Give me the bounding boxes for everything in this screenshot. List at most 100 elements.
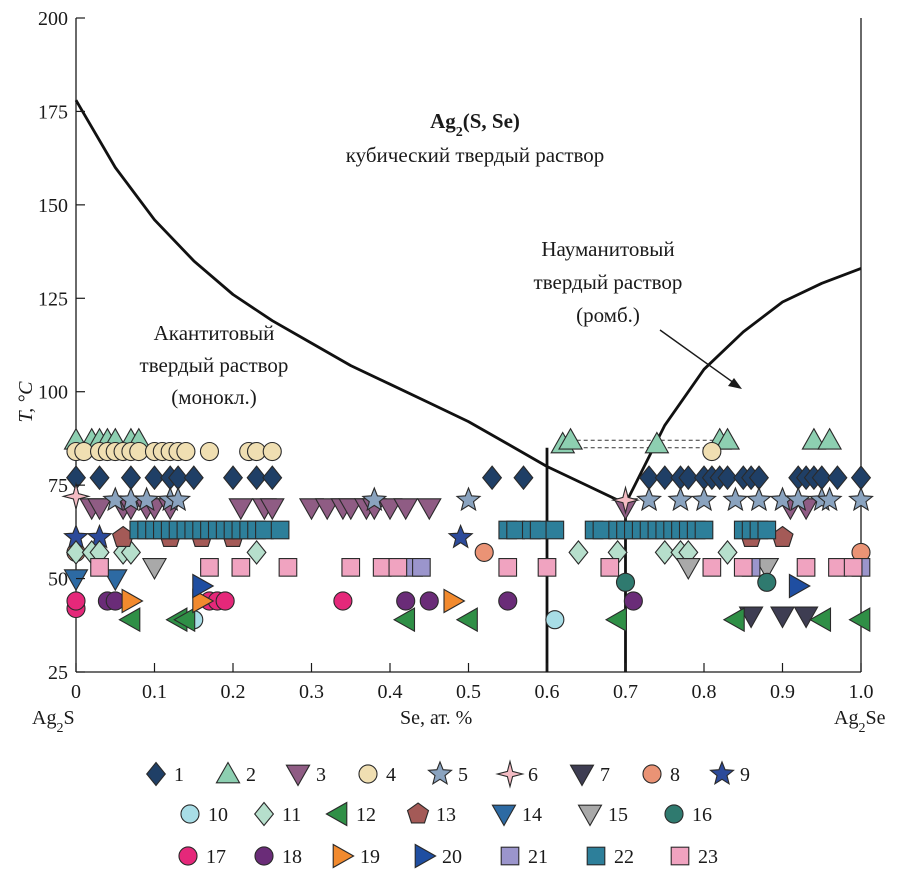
data-point-series-23: [600, 558, 620, 577]
data-point-series-23: [231, 558, 251, 577]
data-point-series-5: [691, 486, 717, 512]
data-point-series-23: [90, 558, 109, 577]
legend-item-22: 22: [586, 846, 634, 868]
data-point-series-5: [722, 486, 749, 512]
x-tick-label: 0.5: [456, 681, 481, 703]
x-tick-label: 0.1: [142, 681, 167, 703]
data-point-series-23: [341, 558, 361, 577]
x-end-label-right: Ag2Se: [834, 707, 886, 736]
legend-item-5: 5: [427, 760, 468, 786]
legend-item-18: 18: [254, 846, 302, 868]
data-point-series-18: [419, 591, 439, 611]
data-point-series-20: [788, 573, 811, 599]
legend-marker-11: [253, 801, 275, 827]
legend-item-23: 23: [670, 846, 718, 868]
x-tick-label: 0.2: [221, 681, 246, 703]
data-point-series-6: [61, 481, 91, 512]
legend-label-7: 7: [600, 764, 610, 786]
data-point-series-22: [270, 520, 290, 540]
legend-label-9: 9: [740, 764, 750, 786]
data-point-series-22: [545, 520, 565, 540]
data-point-series-11: [246, 540, 267, 565]
data-point-series-3: [314, 498, 340, 521]
acanthite-line-3: (монокл.): [171, 385, 256, 409]
data-point-series-6: [610, 485, 641, 515]
x-end-label-left: Ag2S: [32, 707, 75, 736]
data-point-series-2: [715, 427, 741, 450]
data-point-series-21: [412, 558, 431, 577]
data-point-series-4: [702, 441, 722, 462]
data-point-series-1: [850, 465, 872, 491]
legend-marker-8: [642, 764, 662, 784]
y-tick-label: 100: [38, 382, 68, 404]
legend-label-3: 3: [316, 764, 326, 786]
data-point-series-18: [498, 591, 518, 611]
legend-item-2: 2: [215, 761, 256, 786]
data-point-series-23: [278, 558, 298, 577]
data-point-series-7: [770, 606, 795, 629]
data-point-series-12: [848, 607, 871, 633]
legend-label-4: 4: [386, 764, 396, 786]
y-tick-label: 125: [38, 288, 68, 310]
data-point-series-11: [717, 540, 738, 565]
data-point-series-9: [447, 523, 474, 549]
data-point-series-11: [654, 540, 675, 565]
legend-item-11: 11: [253, 801, 301, 827]
data-point-series-22: [255, 520, 274, 540]
data-point-series-12: [392, 607, 416, 633]
data-point-series-5: [785, 486, 812, 512]
data-point-series-3: [416, 498, 442, 521]
legend-label-2: 2: [246, 764, 256, 786]
data-point-series-16: [615, 572, 636, 592]
naumannite-arrowhead: [728, 378, 742, 389]
legend-marker-22: [586, 846, 606, 866]
axis-ticks: 25 50 75 100 125 150 175 200 0 0.1 0.2 0.3 0.4 0.5 0.6…: [38, 8, 874, 703]
legend-item-8: 8: [642, 764, 680, 786]
data-point-series-5: [361, 486, 388, 512]
legend-label-13: 13: [436, 804, 456, 826]
data-point-series-3: [393, 498, 419, 521]
x-axis-label: Se, ат. %: [400, 707, 472, 729]
legend-marker-23: [670, 846, 690, 866]
x-tick-label: 0.4: [378, 681, 403, 703]
data-point-series-7: [793, 606, 819, 629]
data-point-series-22: [506, 520, 525, 540]
legend-item-3: 3: [285, 764, 326, 787]
phase-boundary-line: [624, 267, 862, 505]
data-point-series-23: [498, 558, 518, 577]
legend-label-17: 17: [206, 846, 226, 868]
cubic-subtitle: кубический твердый раствор: [346, 143, 605, 167]
legend-marker-7: [569, 764, 595, 787]
data-points: [61, 427, 874, 633]
data-point-series-5: [848, 486, 874, 512]
legend-marker-18: [254, 846, 274, 866]
data-point-series-18: [623, 591, 643, 611]
data-point-series-3: [338, 498, 364, 521]
data-point-series-22: [694, 520, 714, 540]
data-point-series-23: [702, 558, 722, 577]
data-point-series-5: [165, 486, 192, 512]
legend-label-21: 21: [528, 846, 548, 868]
data-point-series-23: [796, 558, 816, 577]
legend-item-4: 4: [358, 764, 396, 786]
legend-item-1: 1: [145, 761, 184, 787]
data-point-series-1: [144, 465, 165, 491]
data-point-series-3: [228, 498, 254, 521]
legend-item-20: 20: [414, 843, 462, 869]
data-point-series-12: [455, 607, 478, 633]
legend-item-17: 17: [178, 846, 226, 868]
data-point-series-1: [262, 465, 283, 491]
data-point-series-17: [333, 591, 353, 611]
data-point-series-2: [801, 427, 827, 450]
data-point-series-12: [809, 607, 832, 633]
legend-label-1: 1: [174, 764, 184, 786]
legend-marker-12: [325, 801, 348, 827]
data-point-series-22: [757, 520, 777, 540]
legend-label-22: 22: [614, 846, 634, 868]
x-tick-label: 0: [71, 681, 81, 703]
data-point-series-17: [215, 591, 235, 611]
legend-item-7: 7: [569, 764, 610, 787]
cubic-region-label: Ag2(S, Se) кубический твердый раствор: [346, 109, 605, 167]
data-point-series-11: [568, 540, 589, 565]
